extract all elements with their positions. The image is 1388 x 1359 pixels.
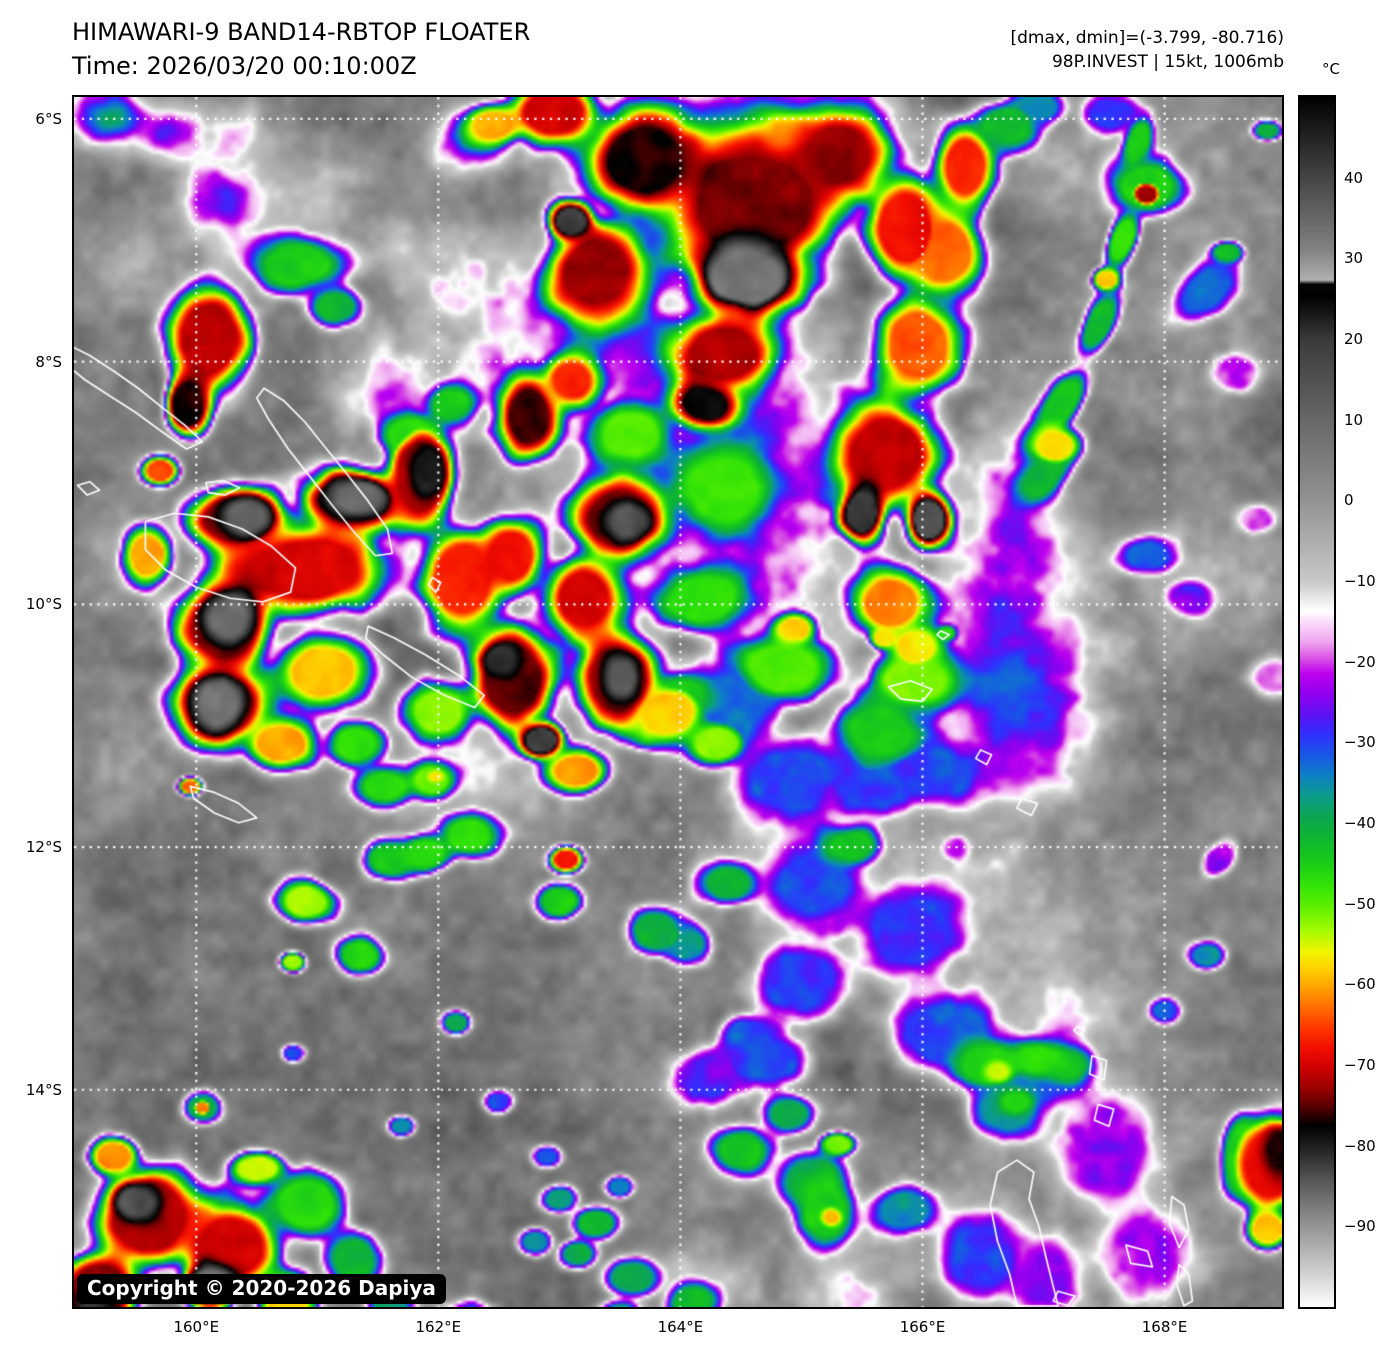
colorbar-tick-label: −80 [1344, 1136, 1376, 1155]
lat-tick-label: 12°S [25, 838, 62, 857]
colorbar-tick-label: −70 [1344, 1056, 1376, 1074]
colorbar-tick-label: 20 [1344, 330, 1364, 348]
lon-tick-label: 162°E [415, 1318, 462, 1336]
satellite-canvas [74, 97, 1282, 1307]
lon-tick-label: 164°E [657, 1318, 704, 1336]
colorbar-tick-label: 0 [1344, 491, 1354, 510]
timestamp-line: Time: 2026/03/20 00:10:00Z [72, 52, 417, 80]
colorbar-tick-label: −10 [1344, 572, 1376, 590]
colorbar-tick-label: −60 [1344, 975, 1376, 994]
lon-tick-label: 168°E [1141, 1318, 1188, 1336]
lon-tick-label: 160°E [173, 1318, 220, 1336]
lat-tick-label: 10°S [25, 595, 62, 614]
satellite-map-frame: Copyright © 2020-2026 Dapiya [72, 95, 1284, 1309]
page-title: HIMAWARI-9 BAND14-RBTOP FLOATER [72, 18, 531, 46]
colorbar-tick-label: 40 [1344, 168, 1364, 187]
lon-tick-label: 166°E [899, 1318, 946, 1336]
info-dmax-dmin: [dmax, dmin]=(-3.799, -80.716) [1010, 28, 1285, 48]
lat-tick-label: 6°S [35, 109, 62, 128]
colorbar-tick-label: 30 [1344, 249, 1364, 268]
colorbar-tick-label: 10 [1344, 410, 1364, 429]
info-block: [dmax, dmin]=(-3.799, -80.716) 98P.INVES… [1011, 26, 1285, 74]
colorbar-tick-label: −30 [1344, 733, 1376, 752]
colorbar-tick-label: −50 [1344, 894, 1376, 913]
lat-tick-label: 14°S [25, 1080, 62, 1099]
lat-tick-label: 8°S [35, 352, 62, 371]
copyright-badge: Copyright © 2020-2026 Dapiya [77, 1274, 446, 1304]
colorbar-tick-label: −40 [1344, 814, 1376, 832]
info-storm-id: 98P.INVEST | 15kt, 1006mb [1051, 52, 1284, 72]
colorbar-tick-label: −90 [1344, 1217, 1376, 1236]
colorbar-tick-label: −20 [1344, 652, 1376, 671]
colorbar [1298, 95, 1336, 1309]
colorbar-unit-label: °C [1322, 60, 1340, 78]
